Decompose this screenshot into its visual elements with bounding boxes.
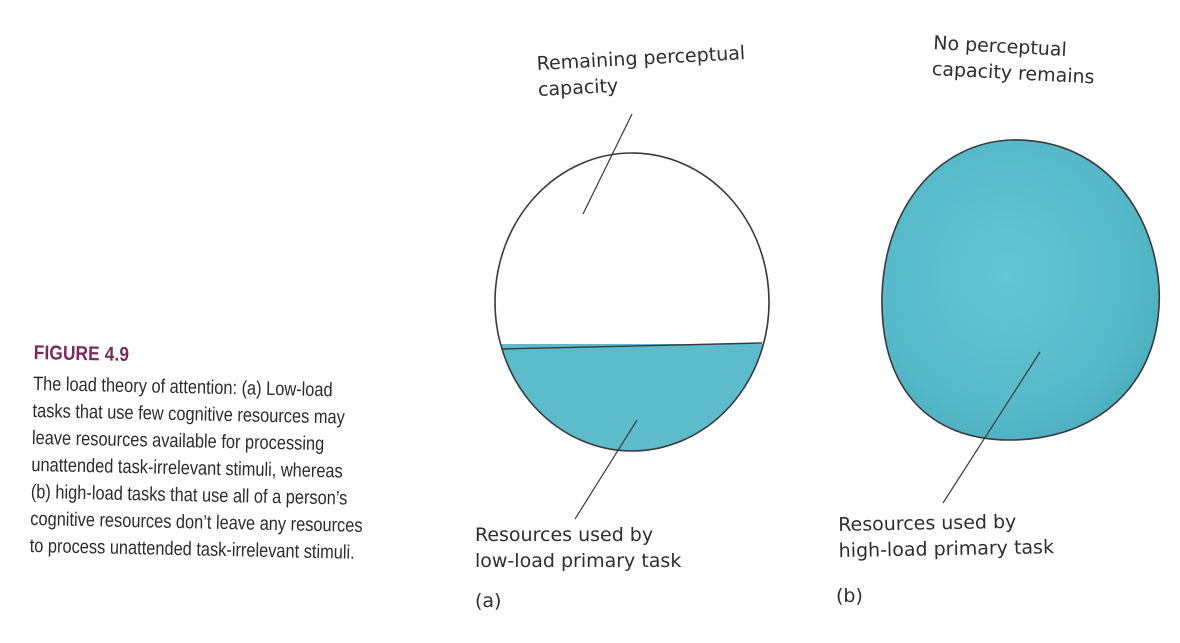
leader-line-low-load	[574, 419, 638, 520]
label-low-load-resources: Resources used by low-load primary task	[475, 522, 681, 574]
circle-a-outline	[494, 152, 770, 452]
panel-a-letter: (a)	[475, 590, 502, 612]
circle-a	[494, 152, 770, 452]
label-line: low-load primary task	[475, 550, 682, 572]
panel-b-letter: (b)	[836, 585, 863, 607]
label-high-load-resources: Resources used by high-load primary task	[838, 508, 1054, 564]
label-line: Resources used by	[475, 524, 654, 546]
circle-a-resources-fill	[500, 344, 764, 451]
leader-line-remaining	[582, 113, 633, 215]
leader-line-high-load	[942, 351, 1041, 504]
label-line: high-load primary task	[838, 536, 1055, 562]
label-no-capacity-remains: No perceptual capacity remains	[931, 30, 1096, 90]
label-remaining-capacity: Remaining perceptual capacity	[536, 40, 747, 103]
circle-b-full-fill	[881, 139, 1160, 441]
circle-a-fill-level-line	[501, 342, 763, 350]
label-line: Resources used by	[838, 510, 1017, 536]
